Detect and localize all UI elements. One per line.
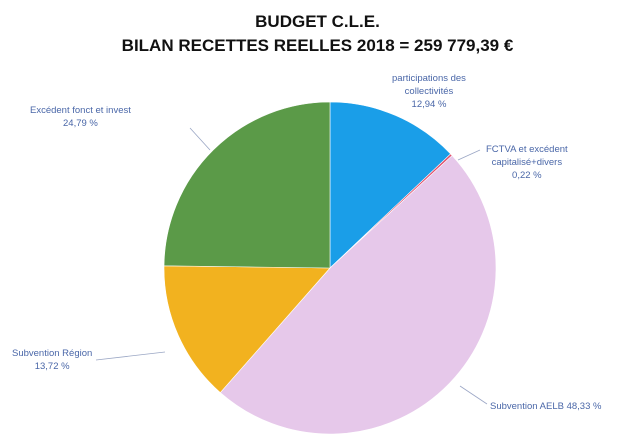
label-aelb-value: 48,33 % [566,401,602,412]
leader-excedent [189,127,211,151]
label-excedent-line1: Excédent fonct et invest [30,105,131,116]
label-participations-line1: participations des [392,73,466,84]
leader-fctva [457,149,481,161]
label-fctva-line2: capitalisé+divers [491,157,563,168]
label-fctva: FCTVA et excédent capitalisé+divers 0,22… [486,143,568,182]
chart-subtitle: BILAN RECETTES REELLES 2018 = 259 779,39… [121,36,514,55]
chart-title: BUDGET C.L.E. [255,12,380,31]
label-region-value: 13,72 % [34,361,70,372]
slice-region [163,265,331,394]
label-region-line1: Subvention Région [12,348,93,359]
label-participations-value: 12,94 % [411,99,447,110]
label-fctva-value: 0,22 % [512,170,542,181]
label-participations: participations des collectivités 12,94 % [392,72,466,111]
label-excedent: Excédent fonct et invest 24,79 % [30,104,131,130]
label-aelb: Subvention AELB 48,33 % [490,400,601,413]
slice-aelb [219,155,497,434]
slice-excedent [163,101,331,269]
label-participations-line2: collectivités [404,86,454,97]
leader-aelb [459,385,488,405]
label-fctva-line1: FCTVA et excédent [486,144,568,155]
label-aelb-line1: Subvention AELB [490,401,564,412]
slice-participations [329,101,452,269]
label-excedent-value: 24,79 % [63,118,98,129]
label-region: Subvention Région 13,72 % [12,347,92,373]
leader-region [95,351,166,361]
